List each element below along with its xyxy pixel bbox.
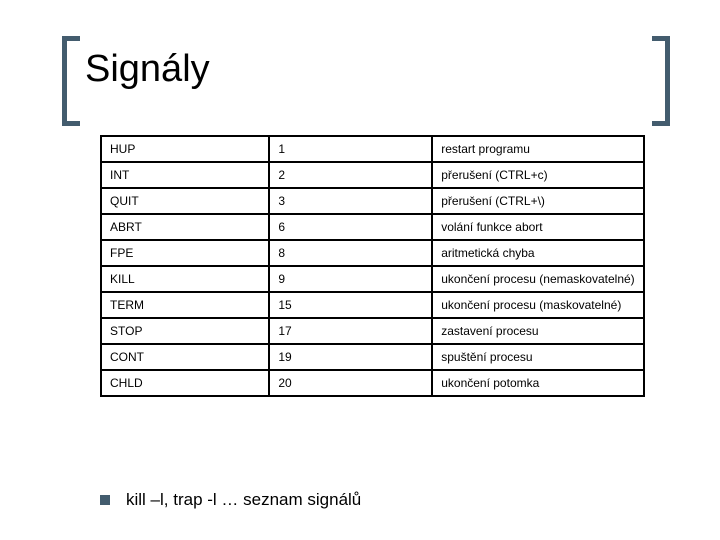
table-row: HUP 1 restart programu bbox=[101, 136, 644, 162]
signal-number: 1 bbox=[269, 136, 432, 162]
bracket-left-icon bbox=[62, 36, 80, 126]
signal-desc: ukončení potomka bbox=[432, 370, 644, 396]
signal-number: 9 bbox=[269, 266, 432, 292]
signal-number: 15 bbox=[269, 292, 432, 318]
page-title: Signály bbox=[85, 48, 210, 91]
signal-name: QUIT bbox=[101, 188, 269, 214]
signal-name: HUP bbox=[101, 136, 269, 162]
table-row: STOP 17 zastavení procesu bbox=[101, 318, 644, 344]
signal-number: 8 bbox=[269, 240, 432, 266]
table-row: INT 2 přerušení (CTRL+c) bbox=[101, 162, 644, 188]
signal-name: INT bbox=[101, 162, 269, 188]
table-row: KILL 9 ukončení procesu (nemaskovatelné) bbox=[101, 266, 644, 292]
table-row: FPE 8 aritmetická chyba bbox=[101, 240, 644, 266]
footer-text: kill –l, trap -l … seznam signálů bbox=[126, 490, 361, 510]
signal-name: TERM bbox=[101, 292, 269, 318]
signal-number: 2 bbox=[269, 162, 432, 188]
signal-number: 19 bbox=[269, 344, 432, 370]
signal-desc: aritmetická chyba bbox=[432, 240, 644, 266]
signal-desc: ukončení procesu (nemaskovatelné) bbox=[432, 266, 644, 292]
table-row: QUIT 3 přerušení (CTRL+\) bbox=[101, 188, 644, 214]
signal-desc: volání funkce abort bbox=[432, 214, 644, 240]
footer: kill –l, trap -l … seznam signálů bbox=[100, 490, 361, 510]
signal-number: 20 bbox=[269, 370, 432, 396]
bracket-right-icon bbox=[652, 36, 670, 126]
signal-number: 6 bbox=[269, 214, 432, 240]
signal-name: STOP bbox=[101, 318, 269, 344]
signal-name: ABRT bbox=[101, 214, 269, 240]
signal-desc: ukončení procesu (maskovatelné) bbox=[432, 292, 644, 318]
bullet-icon bbox=[100, 495, 110, 505]
signal-desc: přerušení (CTRL+c) bbox=[432, 162, 644, 188]
signal-desc: restart programu bbox=[432, 136, 644, 162]
signal-name: CONT bbox=[101, 344, 269, 370]
signal-desc: spuštění procesu bbox=[432, 344, 644, 370]
table-row: CONT 19 spuštění procesu bbox=[101, 344, 644, 370]
signal-number: 17 bbox=[269, 318, 432, 344]
table-row: ABRT 6 volání funkce abort bbox=[101, 214, 644, 240]
table-row: CHLD 20 ukončení potomka bbox=[101, 370, 644, 396]
signal-desc: přerušení (CTRL+\) bbox=[432, 188, 644, 214]
table-row: TERM 15 ukončení procesu (maskovatelné) bbox=[101, 292, 644, 318]
signal-desc: zastavení procesu bbox=[432, 318, 644, 344]
signals-table: HUP 1 restart programu INT 2 přerušení (… bbox=[100, 135, 645, 397]
signal-number: 3 bbox=[269, 188, 432, 214]
signal-name: CHLD bbox=[101, 370, 269, 396]
signal-name: KILL bbox=[101, 266, 269, 292]
signals-table-wrap: HUP 1 restart programu INT 2 přerušení (… bbox=[100, 135, 645, 397]
signal-name: FPE bbox=[101, 240, 269, 266]
